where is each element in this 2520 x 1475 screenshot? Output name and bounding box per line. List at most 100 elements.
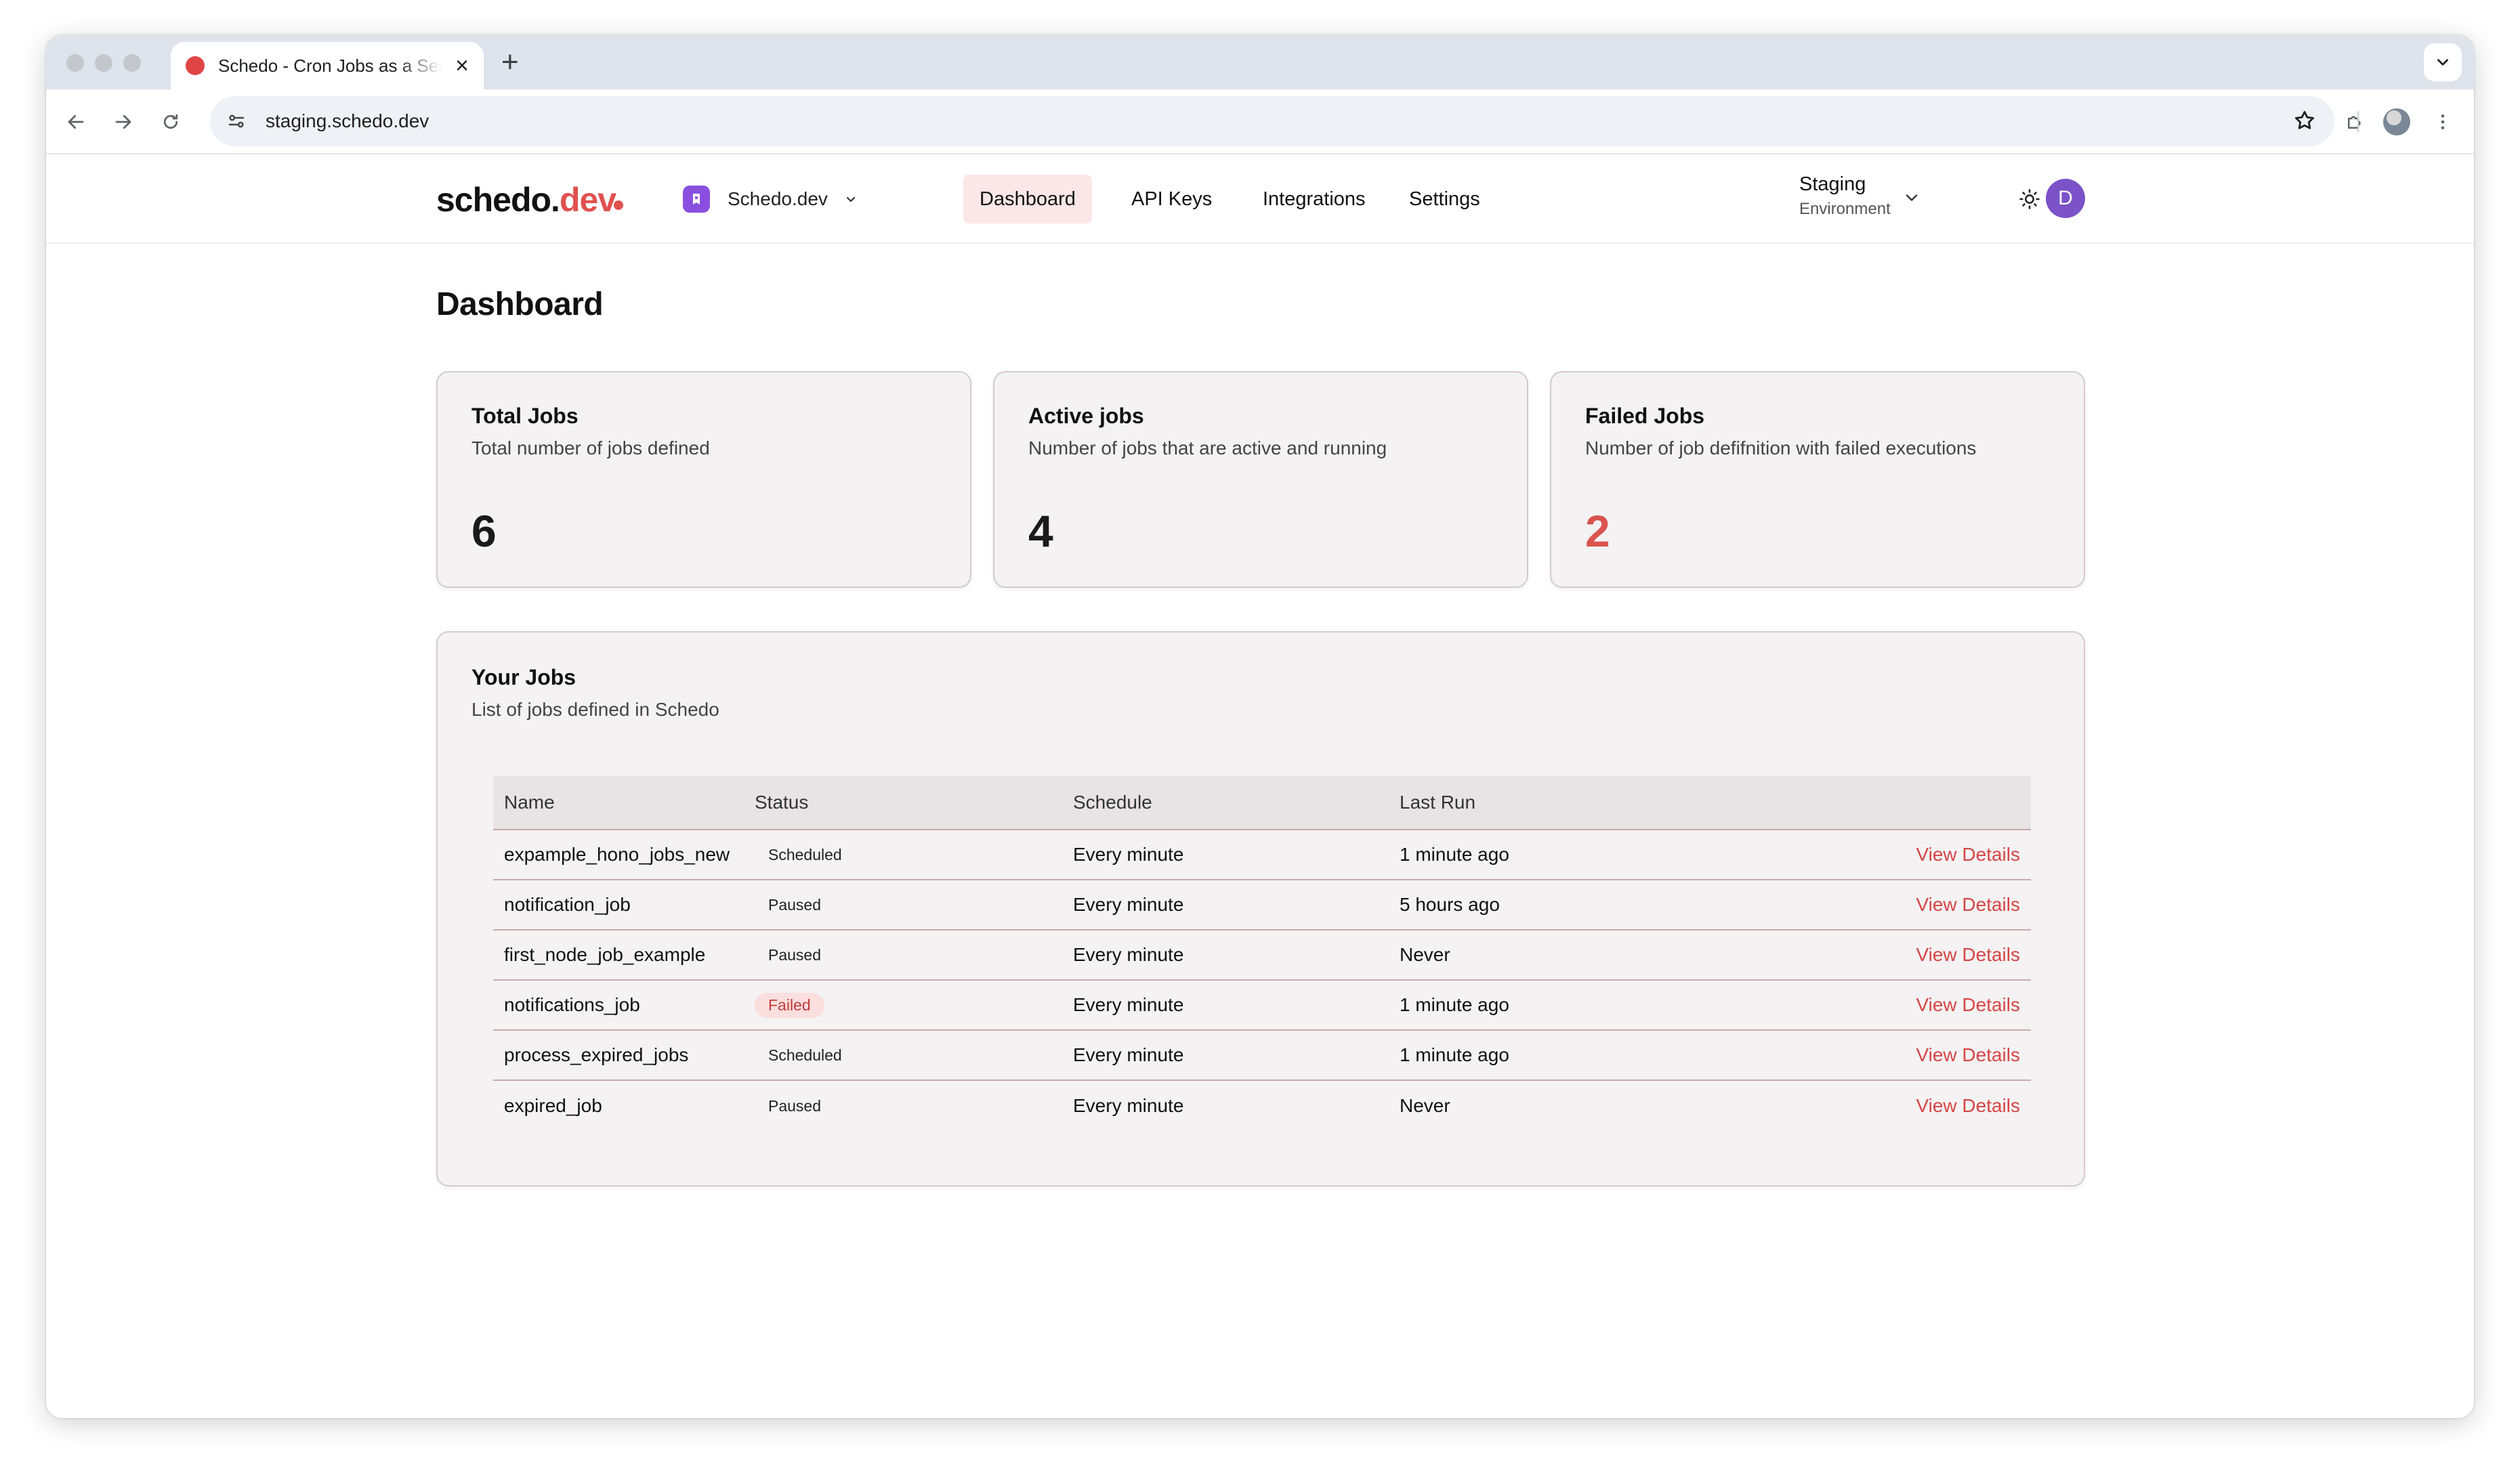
jobs-table: Name Status Schedule Last Run expample_h… [493, 776, 2031, 1131]
chevron-down-icon[interactable] [1902, 188, 1921, 207]
stat-description: Total number of jobs defined [471, 437, 710, 458]
app-header: schedo.dev Schedo.dev Dashboard API Keys… [46, 154, 2474, 244]
nav-api-keys[interactable]: API Keys [1131, 188, 1213, 210]
job-name: expired_job [504, 1095, 602, 1116]
view-details-link[interactable]: View Details [1916, 1095, 2020, 1116]
stat-card-total-jobs: Total Jobs Total number of jobs defined … [436, 371, 971, 588]
stat-value: 6 [471, 506, 497, 556]
reload-button[interactable] [154, 106, 187, 138]
workspace-icon [683, 186, 710, 213]
view-details-link[interactable]: View Details [1916, 844, 2020, 865]
stat-value: 4 [1028, 506, 1053, 556]
jobs-title: Your Jobs [471, 665, 576, 689]
browser-tab[interactable]: Schedo - Cron Jobs as a Service × [171, 42, 484, 89]
site-settings-icon[interactable] [226, 111, 247, 131]
column-header-schedule: Schedule [1073, 792, 1152, 813]
table-row: expired_job Paused Every minute Never Vi… [493, 1081, 2031, 1131]
forward-icon [115, 114, 131, 129]
jobs-description: List of jobs defined in Schedo [471, 699, 719, 720]
environment-label: Environment [1799, 200, 1891, 218]
stat-card-active-jobs: Active jobs Number of jobs that are acti… [993, 371, 1528, 588]
workspace-name: Schedo.dev [728, 188, 828, 209]
reload-icon [163, 114, 178, 129]
user-avatar[interactable]: D [2046, 179, 2085, 218]
nav-integrations[interactable]: Integrations [1263, 188, 1366, 210]
tab-title: Schedo - Cron Jobs as a Service [218, 55, 442, 76]
column-header-last-run: Last Run [1400, 792, 1476, 813]
stat-description: Number of jobs that are active and runni… [1028, 437, 1387, 458]
job-name: expample_hono_jobs_new [504, 844, 730, 865]
column-header-name: Name [504, 792, 555, 813]
view-details-link[interactable]: View Details [1916, 994, 2020, 1015]
stat-description: Number of job defifnition with failed ex… [1585, 437, 1977, 458]
job-schedule: Every minute [1073, 1095, 1184, 1116]
favicon-icon [186, 56, 205, 75]
chevron-down-icon [846, 196, 855, 202]
back-button[interactable] [60, 106, 92, 138]
view-details-link[interactable]: View Details [1916, 944, 2020, 965]
table-row: notification_job Paused Every minute 5 h… [493, 880, 2031, 931]
job-schedule: Every minute [1073, 1044, 1184, 1065]
tab-strip: Schedo - Cron Jobs as a Service × + [46, 35, 2474, 89]
view-details-link[interactable]: View Details [1916, 1044, 2020, 1065]
forward-button[interactable] [107, 106, 140, 138]
sun-icon [2019, 189, 2040, 209]
job-schedule: Every minute [1073, 994, 1184, 1015]
table-row: notifications_job Failed Every minute 1 … [493, 981, 2031, 1031]
profile-avatar [2383, 108, 2410, 135]
view-details-link[interactable]: View Details [1916, 894, 2020, 915]
stat-card-failed-jobs: Failed Jobs Number of job defifnition wi… [1550, 371, 2085, 588]
environment-switcher[interactable]: Staging Environment [1799, 173, 1891, 219]
address-bar[interactable]: staging.schedo.dev [210, 96, 2334, 146]
job-name: notification_job [504, 894, 631, 915]
nav-dashboard[interactable]: Dashboard [963, 175, 1092, 223]
back-icon [68, 114, 84, 129]
status-badge: Paused [768, 945, 822, 964]
stat-value: 2 [1585, 506, 1610, 556]
job-name: notifications_job [504, 994, 640, 1015]
theme-toggle-button[interactable] [2013, 183, 2046, 215]
extensions-button[interactable] [2338, 106, 2371, 138]
browser-menu-button[interactable] [2427, 106, 2459, 138]
browser-toolbar: staging.schedo.dev [46, 89, 2474, 154]
window-zoom-control[interactable] [123, 54, 141, 72]
status-badge: Scheduled [768, 845, 842, 863]
job-schedule: Every minute [1073, 844, 1184, 865]
job-last-run: 1 minute ago [1400, 844, 1509, 865]
table-header: Name Status Schedule Last Run [493, 776, 2031, 830]
job-last-run: 1 minute ago [1400, 1044, 1509, 1065]
stat-title: Failed Jobs [1585, 404, 1705, 428]
job-name: process_expired_jobs [504, 1044, 689, 1065]
bookmark-star-icon[interactable] [2292, 108, 2317, 133]
schedo-logo[interactable]: schedo.dev [436, 180, 616, 219]
job-last-run: 5 hours ago [1400, 894, 1500, 915]
status-badge: Paused [768, 1096, 822, 1115]
menu-dots-icon [2441, 114, 2445, 129]
stat-title: Active jobs [1028, 404, 1144, 428]
job-last-run: Never [1400, 944, 1450, 965]
column-header-status: Status [755, 792, 809, 813]
stat-title: Total Jobs [471, 404, 579, 428]
job-name: first_node_job_example [504, 944, 706, 965]
page-title: Dashboard [436, 286, 604, 322]
logo-text: schedo. [436, 181, 560, 219]
tab-search-button[interactable] [2424, 43, 2462, 81]
window-close-control[interactable] [66, 54, 84, 72]
new-tab-icon[interactable]: + [501, 45, 519, 79]
jobs-card: Your Jobs List of jobs defined in Schedo… [436, 631, 2085, 1187]
profile-button[interactable] [2380, 106, 2413, 138]
job-last-run: 1 minute ago [1400, 994, 1509, 1015]
environment-name: Staging [1799, 173, 1866, 195]
browser-window: Schedo - Cron Jobs as a Service × + stag… [46, 35, 2474, 1418]
job-last-run: Never [1400, 1095, 1450, 1116]
table-row: first_node_job_example Paused Every minu… [493, 931, 2031, 981]
job-schedule: Every minute [1073, 894, 1184, 915]
workspace-switcher[interactable]: Schedo.dev [683, 181, 859, 217]
window-minimize-control[interactable] [95, 54, 112, 72]
url-text[interactable]: staging.schedo.dev [266, 110, 429, 131]
table-row: expample_hono_jobs_new Scheduled Every m… [493, 830, 2031, 880]
job-schedule: Every minute [1073, 944, 1184, 965]
tab-close-icon[interactable]: × [455, 53, 469, 79]
chevron-down-icon [2437, 59, 2448, 66]
nav-settings[interactable]: Settings [1409, 188, 1480, 210]
